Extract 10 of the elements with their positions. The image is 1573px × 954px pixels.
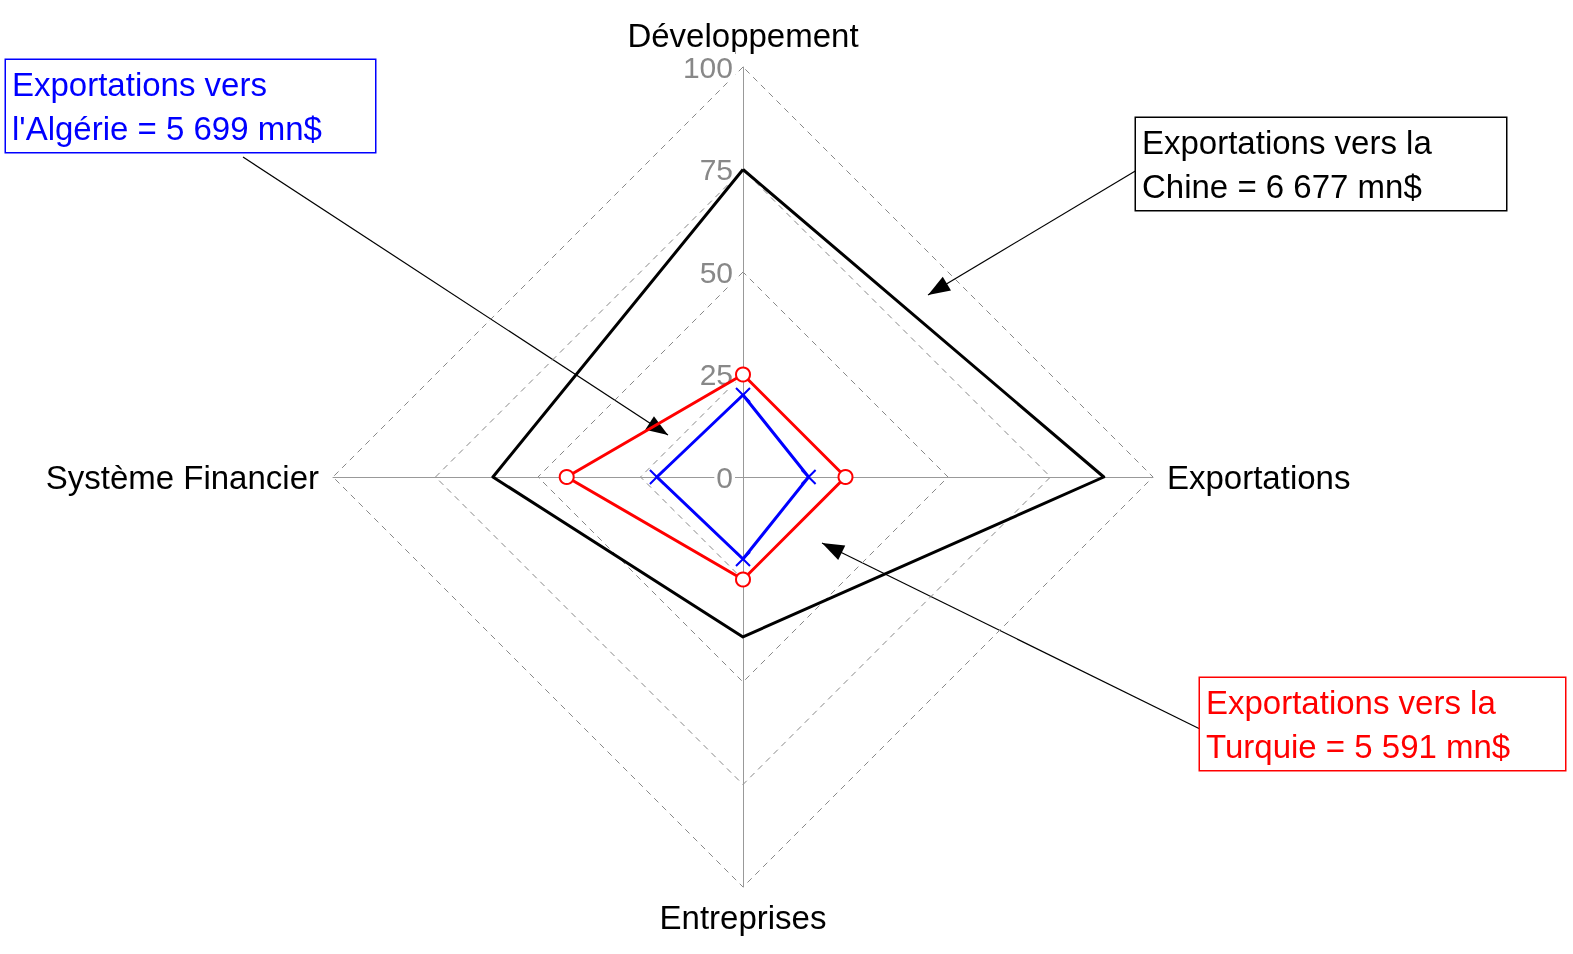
spoke-label: Système Financier xyxy=(45,458,320,496)
y-tick-label: 75 xyxy=(699,153,733,186)
text: Exportations vers la Turquie = 5 591 mn$ xyxy=(1206,683,1511,765)
spoke-label: Entreprises xyxy=(659,899,827,936)
text: Exportations vers la Chine = 6 677 mn$ xyxy=(1142,123,1441,205)
spoke-label: Exportations xyxy=(1167,458,1351,496)
y-tick-label: 50 xyxy=(699,255,733,289)
y-tick-label: 100 xyxy=(682,50,733,84)
y-tick-label: 0 xyxy=(716,460,733,494)
text: Exportations vers l'Algérie = 5 699 mn$ xyxy=(12,65,322,147)
